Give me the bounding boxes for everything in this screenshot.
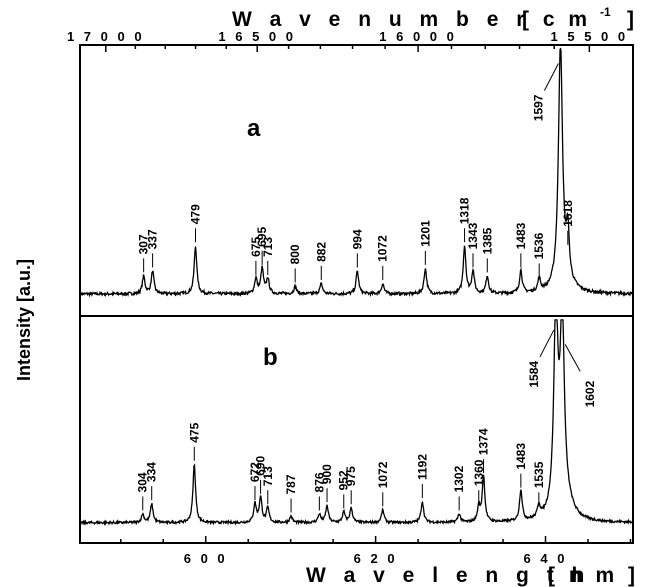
peak-label: 1385 bbox=[480, 227, 494, 254]
top-tick-label: 1 5 5 0 0 bbox=[551, 29, 629, 44]
peak-label: 690 bbox=[254, 456, 268, 476]
peak-label: 1302 bbox=[452, 465, 466, 492]
peak-label: 1483 bbox=[514, 222, 528, 249]
peak-label: 475 bbox=[187, 422, 201, 442]
peak-label: 1483 bbox=[514, 443, 528, 470]
peak-label: 1072 bbox=[376, 235, 390, 262]
peak-label: 479 bbox=[188, 204, 202, 224]
top-axis-unit-exponent: -1 bbox=[600, 5, 611, 19]
peak-label: 876 bbox=[312, 472, 326, 492]
plot-border bbox=[79, 44, 634, 544]
peak-label: 1584 bbox=[527, 361, 541, 388]
top-axis-unit: [ c m bbox=[522, 8, 591, 31]
peak-label: 1072 bbox=[376, 461, 390, 488]
peak-label: 1360 bbox=[472, 459, 486, 486]
y-axis-title: Intensity [a.u.] bbox=[14, 259, 34, 381]
peak-label: 900 bbox=[320, 464, 334, 484]
peak-label: 787 bbox=[284, 474, 298, 494]
peak-label: 800 bbox=[288, 244, 302, 264]
peak-label: 334 bbox=[145, 462, 159, 482]
peak-label: 975 bbox=[344, 466, 358, 486]
top-axis-title: W a v e n u m b e r bbox=[232, 8, 530, 31]
peak-label: 713 bbox=[261, 466, 275, 486]
peak-marker bbox=[539, 329, 555, 358]
peak-marker bbox=[564, 344, 581, 372]
axis-ticks: 6 0 0 6 2 0 6 4 0 1 7 0 0 0 1 6 5 0 0 1 6 0 0… bbox=[67, 29, 632, 566]
bottom-tick-label: 6 4 0 bbox=[524, 551, 568, 566]
top-tick-label: 1 6 0 0 0 bbox=[379, 29, 457, 44]
peak-label: 1192 bbox=[415, 454, 429, 480]
peak-label: 952 bbox=[337, 470, 351, 490]
bottom-tick-label: 6 0 0 bbox=[184, 551, 228, 566]
peak-label: 882 bbox=[314, 242, 328, 262]
peak-label: 307 bbox=[137, 234, 151, 254]
peak-label: 1602 bbox=[583, 380, 597, 407]
peak-label: 337 bbox=[146, 229, 160, 249]
top-tick-label: 1 7 0 0 0 bbox=[67, 29, 145, 44]
peak-label: 1318 bbox=[458, 197, 472, 224]
peak-label: 695 bbox=[255, 227, 269, 247]
spectrum-line-b bbox=[80, 319, 633, 526]
peak-label: 1374 bbox=[477, 428, 491, 455]
bottom-axis-unit: [ n m ] bbox=[548, 564, 639, 587]
top-tick-label: 1 6 5 0 0 bbox=[218, 29, 296, 44]
peak-label: 304 bbox=[136, 472, 150, 492]
peak-label: 1597 bbox=[531, 94, 545, 121]
peak-label: 994 bbox=[350, 229, 364, 249]
panel-label-a: a bbox=[247, 115, 261, 142]
peak-label: 672 bbox=[248, 462, 262, 482]
peak-label: 675 bbox=[249, 237, 263, 257]
peak-label: 713 bbox=[261, 237, 275, 257]
panel-label-b: b bbox=[263, 344, 278, 371]
bottom-axis-title: W a v e l e n g t h bbox=[306, 564, 590, 587]
bottom-tick-label: 6 2 0 bbox=[354, 551, 398, 566]
spectra-curves bbox=[80, 47, 633, 526]
plot-frame bbox=[79, 44, 634, 544]
peak-label: 1536 bbox=[532, 232, 546, 259]
peak-marker bbox=[544, 63, 559, 91]
peak-label: 1201 bbox=[418, 220, 432, 247]
peak-label: 1343 bbox=[466, 222, 480, 249]
spectrum-line-a bbox=[80, 47, 633, 298]
peak-label: 1618 bbox=[561, 200, 575, 227]
peak-label: 1535 bbox=[532, 461, 546, 488]
top-axis-unit-close: ] bbox=[627, 8, 634, 31]
